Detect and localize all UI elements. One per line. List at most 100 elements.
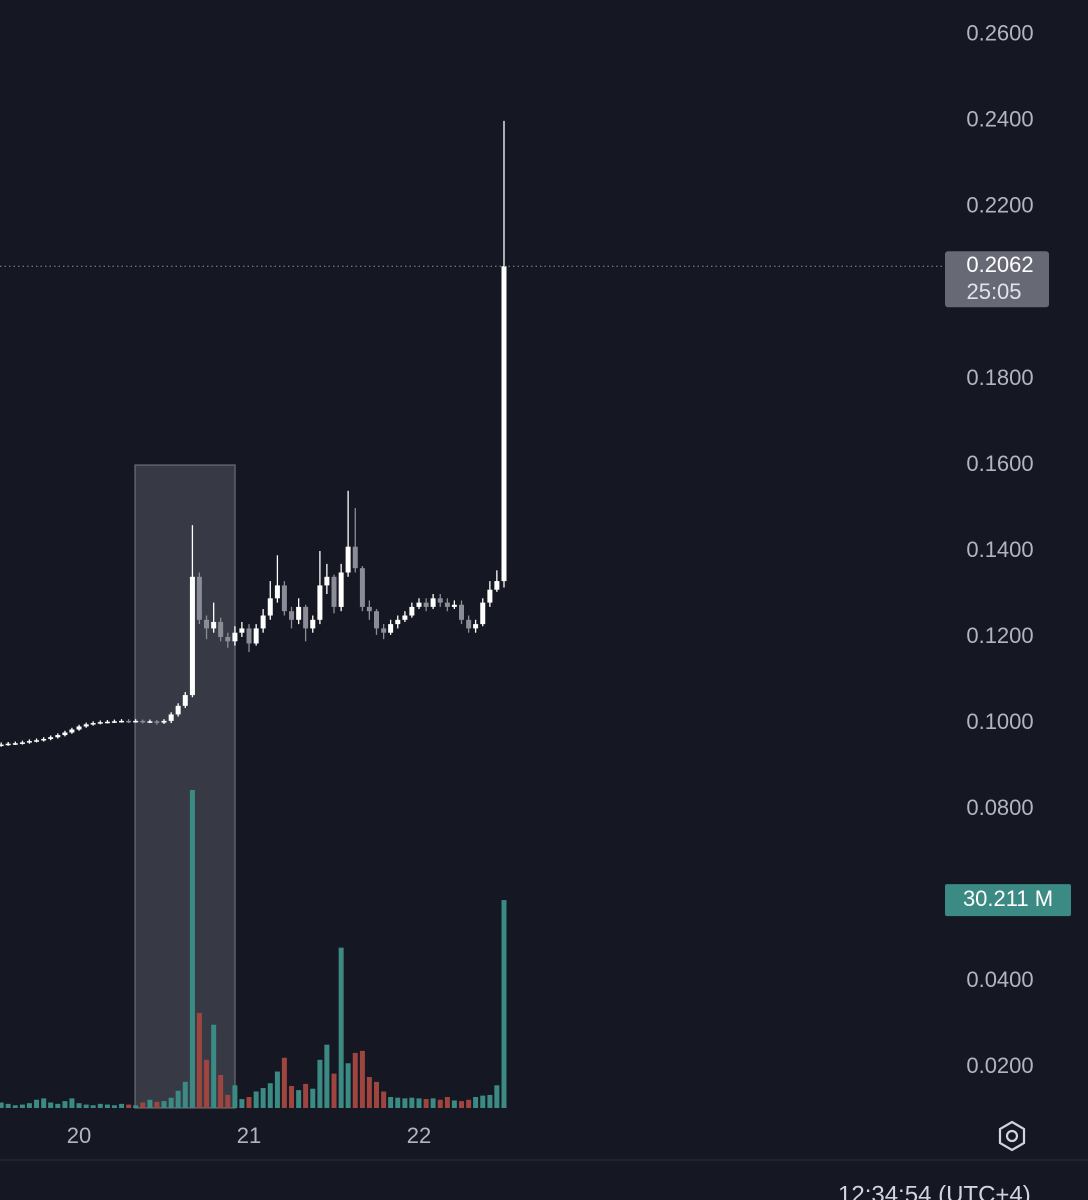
candle-body [381, 628, 387, 633]
candle-body [0, 744, 4, 747]
candle-body [204, 619, 210, 629]
candle-body [366, 606, 372, 612]
y-tick-label: 0.1200 [966, 623, 1033, 648]
y-tick-label: 0.2600 [966, 21, 1033, 46]
volume-bar [310, 1088, 316, 1108]
candle-body [168, 714, 174, 721]
x-tick-label: 22 [407, 1123, 431, 1148]
volume-bar [296, 1090, 302, 1108]
candle-body [480, 602, 486, 625]
x-tick-label: 21 [237, 1123, 261, 1148]
candle-body [487, 589, 493, 603]
candle-body [459, 604, 465, 620]
volume-bar [97, 1103, 103, 1108]
volume-bar [90, 1105, 96, 1108]
candle-body [331, 576, 337, 607]
candle-body [359, 568, 365, 607]
candle-body [48, 737, 54, 739]
x-tick-label: 20 [67, 1123, 91, 1148]
volume-bar [501, 900, 507, 1108]
candle-body [12, 743, 18, 745]
candle-body [239, 628, 245, 633]
volume-bar [133, 1105, 139, 1108]
volume-bar [374, 1081, 380, 1108]
volume-bar [147, 1099, 153, 1108]
candle-body [175, 705, 181, 715]
candle-body [133, 720, 139, 723]
settings-button[interactable] [998, 1120, 1026, 1152]
candle-body [437, 598, 443, 603]
candle-body [76, 726, 82, 730]
volume-bar [430, 1098, 436, 1108]
volume-bar [274, 1071, 280, 1108]
volume-bar [55, 1103, 61, 1108]
volume-bar [48, 1102, 54, 1108]
candle-body [430, 598, 436, 607]
candle-body [62, 732, 68, 736]
candle-body [395, 619, 401, 625]
volume-bar [402, 1098, 408, 1108]
candle-body [296, 606, 302, 620]
volume-bar [352, 1052, 358, 1108]
candle-body [182, 695, 188, 706]
volume-bar [126, 1104, 132, 1108]
candle-body [274, 585, 280, 599]
candle-body [19, 742, 25, 744]
last-price-badge [945, 251, 1049, 308]
volume-bar [303, 1083, 309, 1108]
volume-bar [480, 1095, 486, 1108]
settings-icon-center[interactable] [1005, 1129, 1019, 1143]
candle-body [34, 740, 40, 742]
volume-bar [395, 1097, 401, 1108]
volume-bar [359, 1050, 365, 1108]
candle-body [289, 611, 295, 620]
candle-body [232, 632, 238, 642]
candle-body [196, 576, 202, 620]
volume-bar [0, 1102, 4, 1108]
volume-badge [945, 884, 1071, 917]
volume-label: 30.211 M [963, 886, 1053, 911]
volume-bar [253, 1091, 259, 1108]
volume-bar [104, 1104, 110, 1108]
volume-bar [34, 1099, 40, 1108]
candle-body [97, 722, 103, 724]
last-price-label: 0.2062 [966, 252, 1033, 277]
volume-bar [204, 1059, 210, 1108]
candle-body [324, 576, 330, 586]
volume-bar [189, 790, 195, 1108]
y-tick-label: 0.0400 [966, 967, 1033, 992]
candle-body [444, 602, 450, 607]
volume-bar [487, 1094, 493, 1108]
candle-body [69, 729, 75, 733]
candle-body [473, 624, 479, 629]
volume-bar [459, 1101, 465, 1108]
volume-bar [41, 1098, 47, 1108]
volume-bar [409, 1097, 415, 1108]
volume-bar [161, 1101, 167, 1108]
settings-icon[interactable] [998, 1120, 1026, 1152]
candle-body [147, 721, 153, 723]
highlight-box [134, 464, 236, 1109]
volume-bar [19, 1104, 25, 1108]
y-tick-label: 0.1400 [966, 537, 1033, 562]
candle-body [345, 546, 351, 573]
volume-bar [289, 1085, 295, 1108]
volume-bar [324, 1044, 330, 1108]
y-tick-label: 0.0200 [966, 1053, 1033, 1078]
candle-body [374, 611, 380, 629]
volume-bar [416, 1098, 422, 1108]
volume-bar [62, 1101, 68, 1108]
y-tick-label: 0.1800 [966, 365, 1033, 390]
candle-body [246, 628, 252, 644]
volume-bar [473, 1096, 479, 1108]
y-tick-label: 0.0800 [966, 795, 1033, 820]
volume-bar [168, 1097, 174, 1108]
volume-bar [494, 1085, 500, 1108]
volume-bar [69, 1098, 75, 1108]
candle-body [260, 615, 266, 629]
volume-bar [119, 1103, 125, 1108]
candle-body [189, 576, 195, 696]
volume-bar [338, 947, 344, 1108]
volume-bar [175, 1090, 181, 1108]
volume-bar [218, 1074, 224, 1108]
